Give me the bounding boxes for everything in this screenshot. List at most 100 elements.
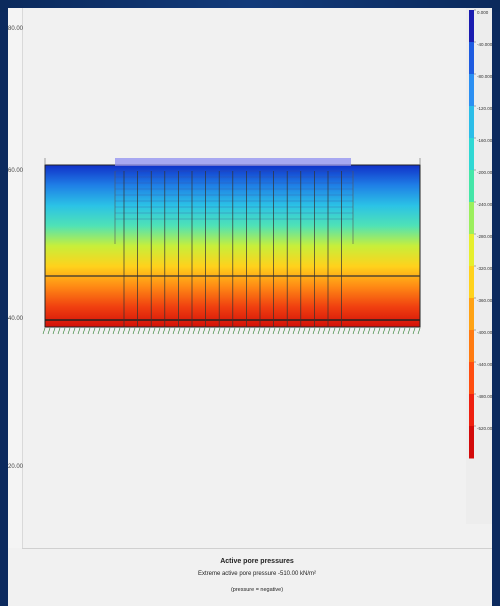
fixity-mark [87, 327, 91, 335]
fixity-mark [287, 327, 291, 335]
fixity-mark [352, 327, 356, 335]
embankment-layer [115, 158, 351, 166]
fixity-mark [77, 327, 81, 335]
fixity-mark [327, 327, 331, 335]
fixity-mark [192, 327, 196, 335]
ruler-label: 20.00 [8, 464, 24, 470]
plot-canvas: 80.00 60.00 40.00 20.00 0.000 -40.000 -80.… [8, 8, 492, 606]
fixity-mark [317, 327, 321, 335]
ruler-label: 60.00 [8, 168, 24, 174]
fixity-mark [212, 327, 216, 335]
legend-color-swatch [469, 138, 474, 171]
fixity-mark [117, 327, 121, 335]
fixity-mark [322, 327, 326, 335]
fixity-mark [257, 327, 261, 335]
legend-value: -520.000 [477, 426, 492, 431]
legend-value: -200.000 [477, 170, 492, 175]
fixity-mark [227, 327, 231, 335]
fixity-mark [392, 327, 396, 335]
fixity-mark [112, 327, 116, 335]
legend-color-swatch [469, 170, 474, 203]
fixity-mark [82, 327, 86, 335]
legend-color-swatch [469, 74, 474, 107]
legend-color-swatch [469, 106, 474, 139]
ruler-label: 80.00 [8, 26, 24, 32]
fixity-mark [177, 327, 181, 335]
legend-color-swatch [469, 426, 474, 459]
legend-value: -360.000 [477, 298, 492, 303]
fixity-mark [262, 327, 266, 335]
fixity-mark [412, 327, 416, 335]
fixity-mark [62, 327, 66, 335]
fixity-mark [367, 327, 371, 335]
legend-color-swatch [469, 362, 474, 395]
fixity-mark [57, 327, 61, 335]
fixity-mark [152, 327, 156, 335]
legend-value: -440.000 [477, 362, 492, 367]
fixity-mark [52, 327, 56, 335]
fixity-mark [237, 327, 241, 335]
caption: Active pore pressures Extreme active por… [22, 548, 492, 606]
caption-separator [22, 548, 492, 549]
fixity-mark [307, 327, 311, 335]
fixity-mark [292, 327, 296, 335]
fixity-mark [242, 327, 246, 335]
fixity-mark [342, 327, 346, 335]
fixity-mark [297, 327, 301, 335]
legend-color-swatch [469, 10, 474, 43]
fixity-mark [252, 327, 256, 335]
legend-color-swatch [469, 42, 474, 75]
fixity-mark [247, 327, 251, 335]
caption-extreme: Extreme active pore pressure -510.00 kN/… [197, 571, 317, 577]
fixity-mark [337, 327, 341, 335]
fixity-mark [107, 327, 111, 335]
fixity-mark [417, 327, 421, 335]
fixity-mark [302, 327, 306, 335]
fixity-mark [312, 327, 316, 335]
fixity-mark [157, 327, 161, 335]
legend-value: -80.000 [477, 74, 492, 79]
fixity-mark [167, 327, 171, 335]
ruler-label: 40.00 [8, 316, 24, 322]
legend-value: -120.000 [477, 106, 492, 111]
caption-note: (pressure = negative) [230, 587, 284, 593]
legend-value: -400.000 [477, 330, 492, 335]
legend-value: -160.000 [477, 138, 492, 143]
fixity-mark [182, 327, 186, 335]
fixity-mark [282, 327, 286, 335]
fixity-mark [47, 327, 51, 335]
fixity-mark [402, 327, 406, 335]
fixity-mark [202, 327, 206, 335]
fixity-mark [127, 327, 131, 335]
legend-value: -480.000 [477, 394, 492, 399]
fixity-mark [382, 327, 386, 335]
fixity-mark [67, 327, 71, 335]
fixity-mark [222, 327, 226, 335]
legend-color-swatch [469, 330, 474, 363]
legend-color-swatch [469, 394, 474, 427]
fixity-mark [407, 327, 411, 335]
caption-title: Active pore pressures [220, 558, 294, 565]
legend-value: 0.000 [477, 10, 489, 15]
fixity-mark [387, 327, 391, 335]
fixity-mark [397, 327, 401, 335]
fixity-mark [217, 327, 221, 335]
fixity-mark [132, 327, 136, 335]
fixity-mark [332, 327, 336, 335]
fixity-mark [122, 327, 126, 335]
fixity-mark [277, 327, 281, 335]
legend-color-swatch [469, 202, 474, 235]
fixity-mark [97, 327, 101, 335]
fixity-mark [377, 327, 381, 335]
fixity-mark [162, 327, 166, 335]
legend-color-swatch [469, 298, 474, 331]
fixity-mark [207, 327, 211, 335]
legend-color-swatch [469, 234, 474, 267]
fixity-mark [267, 327, 271, 335]
fixity-mark [232, 327, 236, 335]
fixity-mark [92, 327, 96, 335]
fixity-mark [272, 327, 276, 335]
vertical-ruler: 80.00 60.00 40.00 20.00 [8, 8, 23, 548]
legend-value: -240.000 [477, 202, 492, 207]
fixity-mark [197, 327, 201, 335]
